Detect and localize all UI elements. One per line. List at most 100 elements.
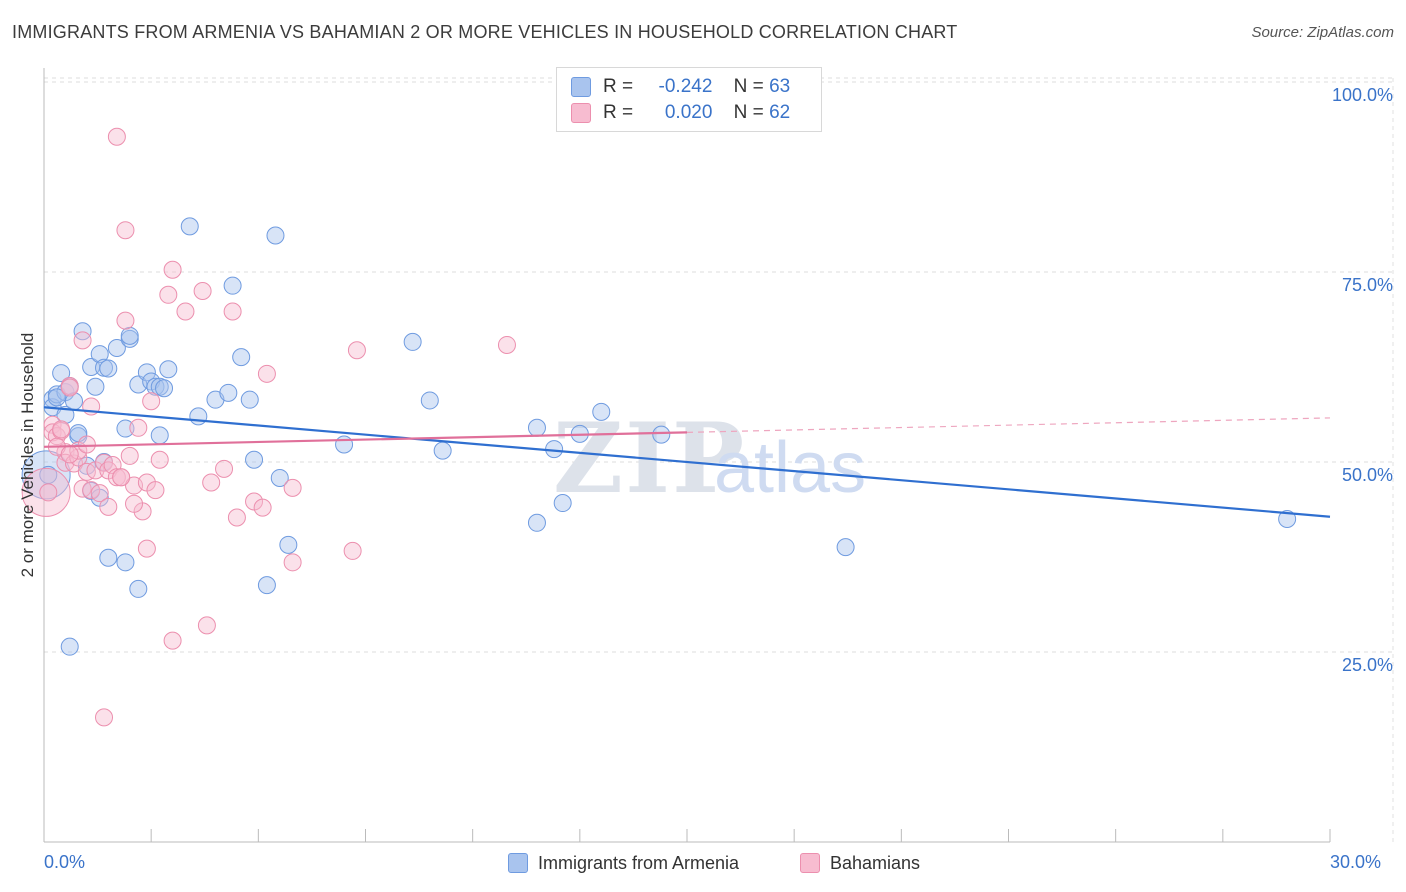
bottom-legend-swatch-bahamians xyxy=(800,853,820,874)
point-armenia xyxy=(223,276,242,295)
legend-r-label: R = xyxy=(603,102,634,123)
point-bahamian xyxy=(137,539,156,558)
point-armenia xyxy=(137,363,156,382)
y-tick-label: 25.0% xyxy=(1342,655,1393,675)
point-armenia xyxy=(245,450,264,469)
point-bahamian xyxy=(77,435,96,454)
point-armenia xyxy=(335,435,354,454)
point-armenia xyxy=(47,388,66,407)
point-bahamian xyxy=(202,473,221,492)
y-axis-label: 2 or more Vehicles in Household xyxy=(18,332,37,578)
point-bahamian xyxy=(116,311,135,330)
point-armenia xyxy=(527,513,546,532)
legend-r-value: -0.242 xyxy=(658,76,713,97)
point-bahamian xyxy=(103,456,122,475)
point-armenia xyxy=(116,419,135,438)
point-bahamian xyxy=(215,459,234,478)
point-bahamian xyxy=(176,302,195,321)
trendline-armenia xyxy=(43,406,1331,518)
point-armenia xyxy=(527,418,546,437)
point-armenia xyxy=(90,345,109,364)
point-bahamian xyxy=(283,553,302,572)
point-armenia xyxy=(545,440,564,459)
point-armenia xyxy=(219,383,238,402)
bottom-legend-swatch-armenia xyxy=(508,853,528,874)
point-armenia xyxy=(155,379,174,398)
point-bahamian xyxy=(142,392,161,411)
point-armenia xyxy=(279,535,298,554)
legend-r-value: 0.020 xyxy=(664,102,713,123)
x-max-label: 30.0% xyxy=(1330,852,1382,872)
point-armenia xyxy=(60,637,79,656)
chart-title: IMMIGRANTS FROM ARMENIA VS BAHAMIAN 2 OR… xyxy=(12,22,958,42)
point-armenia xyxy=(120,326,139,345)
bottom-legend-label: Bahamians xyxy=(830,852,921,873)
point-armenia xyxy=(150,426,169,445)
legend-swatch-armenia xyxy=(571,77,591,97)
point-armenia xyxy=(159,360,178,379)
legend-n-label: N = xyxy=(733,76,764,97)
y-tick-label: 50.0% xyxy=(1342,465,1393,485)
trendline-bahamian-extension xyxy=(686,417,1331,433)
y-tick-label: 100.0% xyxy=(1332,85,1393,105)
point-armenia xyxy=(266,226,285,245)
legend-n-value: 62 xyxy=(769,102,791,123)
point-bahamian xyxy=(163,260,182,279)
point-bahamian xyxy=(150,450,169,469)
point-armenia xyxy=(116,553,135,572)
point-bahamian xyxy=(343,541,362,560)
point-bahamian-large xyxy=(21,467,71,517)
point-armenia xyxy=(107,339,126,357)
bottom-legend-label: Immigrants from Armenia xyxy=(538,852,740,873)
point-armenia xyxy=(270,468,289,487)
point-bahamian xyxy=(99,497,118,516)
point-bahamian xyxy=(163,631,182,650)
point-bahamian xyxy=(60,445,79,464)
point-armenia xyxy=(86,377,105,396)
watermark-atlas: atlas xyxy=(714,428,866,508)
point-armenia-large xyxy=(21,450,71,500)
point-bahamian xyxy=(193,282,212,300)
bottom-legend: Immigrants from Armenia Bahamians xyxy=(0,852,1406,878)
point-armenia xyxy=(180,217,199,236)
point-bahamian xyxy=(497,335,516,354)
point-bahamian xyxy=(146,481,165,500)
bottom-legend-bahamians[interactable]: Bahamians xyxy=(800,852,920,874)
point-bahamian xyxy=(283,478,302,497)
legend-n-label: N = xyxy=(733,102,764,123)
x-min-label: 0.0% xyxy=(44,852,86,872)
point-armenia xyxy=(420,391,439,410)
point-armenia xyxy=(652,425,671,444)
legend-row-bahamians: R = 0.020 N = 62 xyxy=(571,102,790,126)
legend-r-label: R = xyxy=(603,76,634,97)
point-armenia xyxy=(52,364,71,383)
point-bahamian xyxy=(120,446,139,465)
point-bahamian xyxy=(107,127,126,146)
point-armenia xyxy=(129,579,148,598)
y-tick-label: 75.0% xyxy=(1342,275,1393,295)
point-armenia xyxy=(553,494,572,513)
point-armenia xyxy=(1278,510,1297,528)
point-armenia xyxy=(433,441,452,460)
stats-legend: R = -0.242 N = 63 R = 0.020 N = 62 xyxy=(556,67,822,132)
point-bahamian xyxy=(197,616,216,635)
point-bahamian xyxy=(52,420,71,439)
source-label: Source: ZipAtlas.com xyxy=(1251,24,1394,41)
point-armenia xyxy=(99,548,118,567)
point-armenia xyxy=(257,576,276,595)
point-armenia xyxy=(189,407,208,426)
point-bahamian xyxy=(112,468,131,487)
point-armenia xyxy=(240,390,259,409)
point-armenia xyxy=(232,348,251,367)
point-bahamian xyxy=(129,418,148,437)
point-bahamian xyxy=(107,468,126,487)
point-bahamian xyxy=(159,285,178,304)
point-bahamian xyxy=(39,483,58,502)
legend-n-value: 63 xyxy=(769,76,791,97)
point-armenia xyxy=(99,359,118,378)
point-bahamian xyxy=(347,341,366,360)
point-armenia xyxy=(403,332,422,351)
point-armenia xyxy=(836,538,855,557)
bottom-legend-armenia[interactable]: Immigrants from Armenia xyxy=(508,852,739,874)
